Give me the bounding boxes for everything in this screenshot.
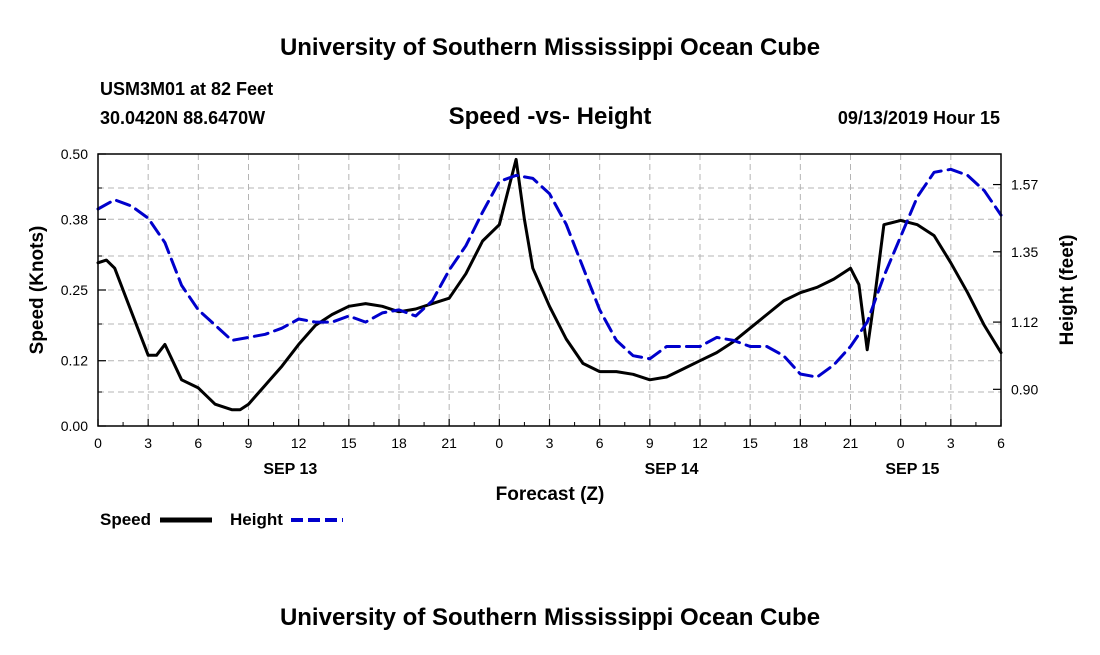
x-tick-label: 12 <box>291 435 307 451</box>
y2-tick-label: 1.35 <box>1011 244 1038 260</box>
forecast-datetime: 09/13/2019 Hour 15 <box>838 108 1000 128</box>
x-tick-label: 6 <box>194 435 202 451</box>
x-tick-label: 15 <box>742 435 758 451</box>
x-tick-label: 3 <box>144 435 152 451</box>
y2-tick-label: 0.90 <box>1011 381 1038 397</box>
station-coords: 30.0420N 88.6470W <box>100 108 265 128</box>
y-tick-label: 0.50 <box>61 146 88 162</box>
y-tick-label: 0.38 <box>61 211 88 227</box>
x-tick-label: 18 <box>793 435 809 451</box>
x-tick-label: 21 <box>843 435 859 451</box>
x-tick-label: 3 <box>947 435 955 451</box>
x-tick-label: 9 <box>646 435 654 451</box>
x-tick-label: 0 <box>94 435 102 451</box>
x-tick-label: 0 <box>897 435 905 451</box>
x-axis-title: Forecast (Z) <box>496 484 605 505</box>
x-tick-label: 9 <box>245 435 253 451</box>
y-tick-label: 0.12 <box>61 353 88 369</box>
axes: 0 3 6 9 12 15 18 21 0 3 6 9 12 15 18 21 0 3 6 SEP 13 SEP 14 S… <box>61 146 1039 478</box>
date-label: SEP 13 <box>263 461 317 478</box>
y2-axis-title: Height (feet) <box>1057 235 1078 346</box>
page-title: University of Southern Mississippi Ocean… <box>280 34 820 61</box>
chart-title: Speed -vs- Height <box>449 103 652 130</box>
x-tick-label: 18 <box>391 435 407 451</box>
y-tick-label: 0.25 <box>61 282 88 298</box>
station-label: USM3M01 at 82 Feet <box>100 79 273 99</box>
x-tick-label: 21 <box>441 435 457 451</box>
date-label: SEP 14 <box>645 461 699 478</box>
grid-lines <box>98 154 1001 426</box>
x-tick-label: 6 <box>596 435 604 451</box>
y-axis-title: Speed (Knots) <box>27 226 48 355</box>
speed-series-line <box>96 157 1003 412</box>
x-tick-label: 6 <box>997 435 1005 451</box>
height-series-line <box>96 167 1003 379</box>
series-lines <box>96 157 1003 412</box>
legend-speed-label: Speed <box>100 510 151 529</box>
x-tick-label: 15 <box>341 435 357 451</box>
x-tick-label: 3 <box>546 435 554 451</box>
legend: Speed Height <box>100 510 343 529</box>
x-tick-label: 0 <box>495 435 503 451</box>
y-tick-label: 0.00 <box>61 418 88 434</box>
x-tick-label: 12 <box>692 435 708 451</box>
y2-tick-label: 1.57 <box>1011 177 1038 193</box>
legend-height-label: Height <box>230 510 283 529</box>
date-label: SEP 15 <box>885 461 939 478</box>
y2-tick-label: 1.12 <box>1011 314 1038 330</box>
footer-title: University of Southern Mississippi Ocean… <box>280 604 820 631</box>
